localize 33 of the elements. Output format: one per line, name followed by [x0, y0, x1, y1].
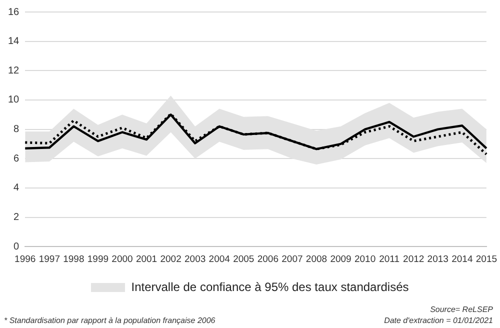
x-tick-label: 2014 [452, 254, 473, 265]
y-tick-label: 14 [8, 36, 20, 48]
y-tick-label: 0 [14, 241, 20, 252]
y-tick-label: 12 [8, 65, 20, 76]
y-tick-label: 4 [14, 182, 20, 194]
x-tick-label: 1999 [87, 254, 109, 265]
x-tick-label: 2011 [379, 254, 400, 265]
legend-title: Intervalle de confiance à 95% des taux standardisés [131, 280, 409, 294]
text: Date d'extraction = 01/01/2021 [384, 316, 493, 325]
text: * Standardisation par rapport à la population française 2006 [4, 316, 216, 325]
x-tick-label: 2002 [160, 254, 182, 265]
y-tick-label: 2 [14, 212, 20, 224]
y-tick-label: 8 [14, 124, 20, 136]
x-tick-label: 2008 [306, 254, 328, 265]
x-tick-label: 2012 [403, 254, 424, 265]
x-tick-label: 1998 [63, 254, 84, 265]
y-tick-label: 6 [14, 153, 20, 164]
x-tick-label: 2005 [233, 254, 254, 265]
x-tick-label: 2000 [112, 254, 133, 265]
source-note: Source= ReLSEP [430, 305, 494, 314]
x-tick-label: 2009 [330, 254, 352, 265]
x-tick-label: 1996 [14, 254, 36, 265]
x-tick-label: 1997 [38, 254, 60, 265]
x-tick-label: 2004 [208, 254, 230, 265]
x-tick-label: 2006 [257, 254, 278, 265]
x-tick-label: 2001 [136, 254, 158, 265]
x-tick-label: 2015 [476, 254, 498, 265]
y-tick-label: 10 [8, 94, 20, 106]
x-tick-label: 2010 [354, 254, 376, 265]
y-tick-label: 16 [8, 6, 20, 18]
x-tick-label: 2003 [184, 254, 206, 265]
x-tick-label: 2013 [427, 254, 448, 265]
x-tick-label: 2007 [282, 254, 303, 265]
